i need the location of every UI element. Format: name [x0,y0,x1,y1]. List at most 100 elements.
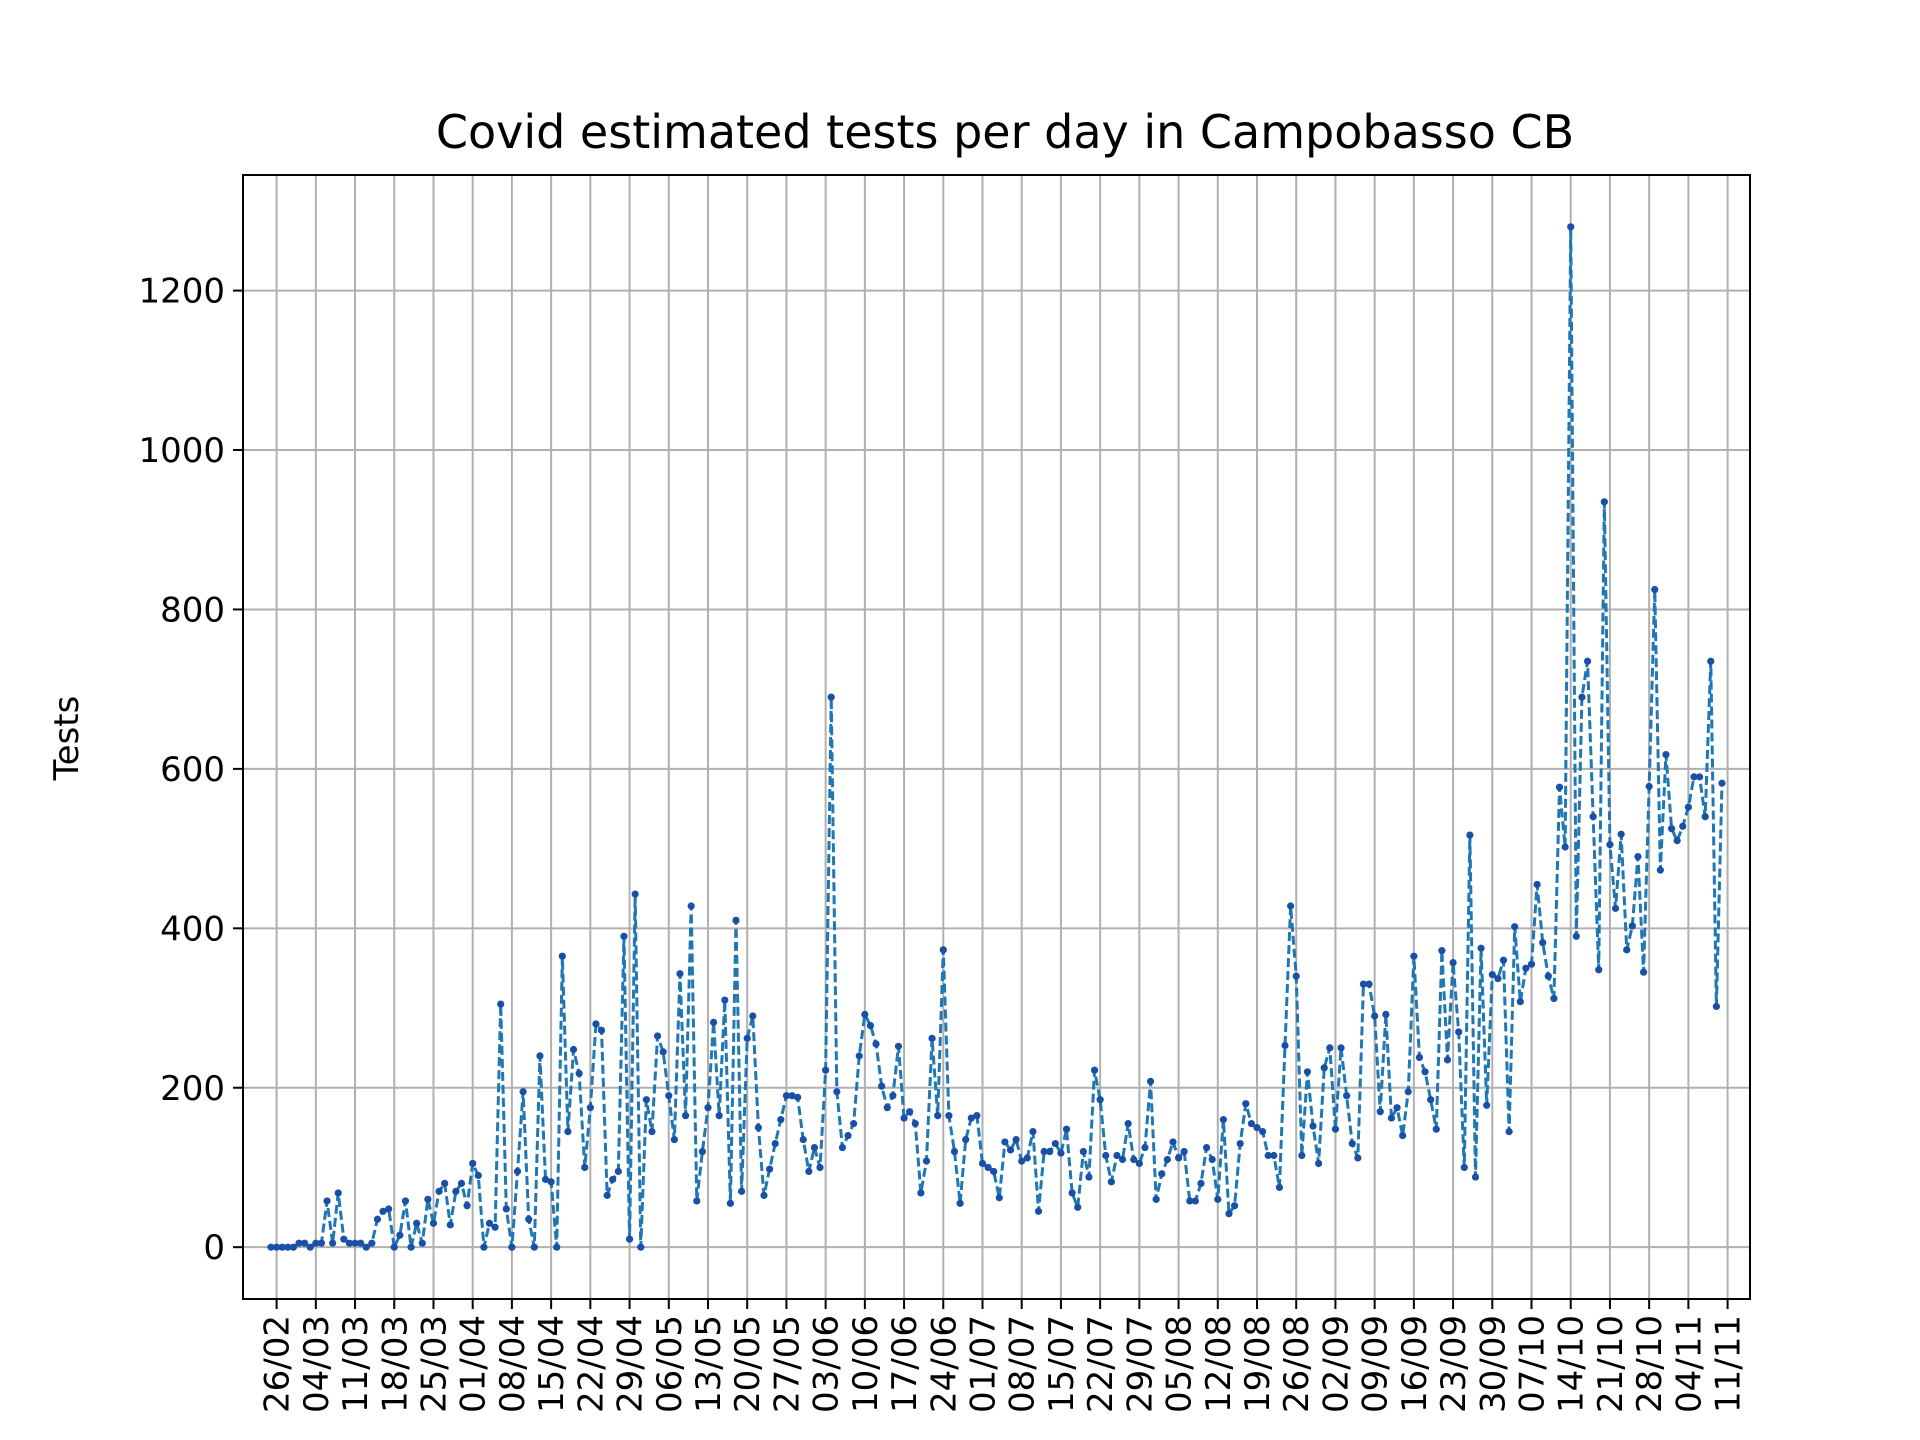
data-point [878,1082,886,1090]
data-point [1253,1124,1261,1132]
data-point [1382,1010,1390,1019]
data-point [463,1202,471,1210]
data-point [894,1042,903,1050]
data-point [900,1114,908,1122]
data-point [1102,1151,1110,1160]
data-point [1667,825,1676,833]
data-point [732,916,740,924]
y-tick-label: 200 [160,1069,225,1109]
data-point [1264,1151,1272,1160]
plot-frame [242,174,1751,1300]
data-point [1415,1053,1424,1062]
data-point [558,952,566,960]
data-point [1202,1143,1211,1152]
x-tick-label: 06/05 [650,1315,690,1413]
x-tick-label: 19/08 [1238,1315,1278,1413]
data-point [962,1135,970,1144]
data-point [1057,1149,1065,1157]
x-tick-label: 09/09 [1356,1315,1396,1413]
y-tick-label: 600 [160,750,225,790]
data-point [1292,972,1300,980]
x-tick-label: 18/03 [375,1315,415,1413]
data-point [917,1189,925,1197]
data-point [726,1199,734,1207]
y-tick-label: 0 [203,1228,225,1268]
data-point [312,1239,320,1247]
data-point [889,1092,897,1100]
data-point [597,1026,606,1034]
data-point [855,1052,863,1060]
data-point [491,1223,499,1231]
data-point [1645,782,1653,791]
data-point [1595,966,1603,974]
data-point [424,1195,432,1203]
data-point [1012,1135,1020,1144]
data-point [637,1243,645,1251]
x-tick-label: 25/03 [414,1315,454,1413]
data-point [1617,830,1625,838]
data-point [1068,1189,1076,1197]
data-point [665,1092,673,1100]
data-point [474,1171,482,1180]
x-tick-label: 20/05 [728,1315,768,1413]
data-point [822,1066,830,1074]
data-point [1449,959,1457,967]
data-point [401,1197,410,1205]
data-point [614,1167,622,1176]
data-point [1421,1068,1429,1076]
data-point [939,946,947,954]
data-point [1432,1125,1440,1133]
data-point [1023,1154,1031,1162]
data-point [429,1219,438,1227]
data-point [950,1147,959,1156]
data-point [1118,1155,1127,1164]
y-tick-label: 800 [160,590,225,630]
data-point [1018,1157,1026,1165]
data-point [861,1010,869,1019]
data-point [1158,1170,1166,1178]
data-point [547,1178,555,1186]
data-point [1085,1173,1093,1181]
data-point [340,1235,348,1243]
data-point [385,1205,393,1213]
data-point [1376,1108,1384,1116]
data-point [1230,1202,1239,1210]
data-point [317,1239,326,1247]
x-tick-label: 01/07 [963,1315,1003,1413]
data-point [676,970,684,978]
data-point [1583,657,1592,665]
data-point [1348,1139,1356,1148]
data-point [1410,952,1418,960]
data-point [323,1197,331,1205]
y-axis-ticks: 0 200 400 600 800 1000 1200 [138,272,243,1268]
data-point [1701,813,1709,821]
data-point [289,1243,298,1251]
data-point [581,1163,589,1172]
data-point [709,1018,718,1026]
x-tick-label: 10/06 [846,1315,886,1413]
data-point [1303,1068,1312,1076]
data-point [373,1215,382,1223]
data-point [1001,1138,1009,1146]
data-point [1096,1096,1104,1104]
data-point [1163,1155,1171,1164]
x-tick-label: 29/04 [611,1315,651,1413]
chart-title: Covid estimated tests per day in Campoba… [436,105,1574,159]
data-point [1079,1147,1087,1156]
data-point [485,1219,494,1227]
data-point [407,1243,415,1251]
x-tick-label: 29/07 [1120,1315,1160,1413]
data-point [1169,1138,1177,1146]
x-tick-label: 13/05 [689,1315,729,1413]
data-point [754,1124,763,1132]
x-tick-label: 16/09 [1395,1315,1435,1413]
data-point [1174,1154,1183,1162]
data-point [278,1243,286,1251]
data-point [519,1088,527,1096]
data-point [1197,1179,1205,1188]
x-tick-label: 12/08 [1199,1315,1239,1413]
data-point [620,932,628,940]
data-point [922,1157,931,1165]
data-point [1572,932,1580,940]
x-tick-label: 08/07 [1003,1315,1043,1413]
